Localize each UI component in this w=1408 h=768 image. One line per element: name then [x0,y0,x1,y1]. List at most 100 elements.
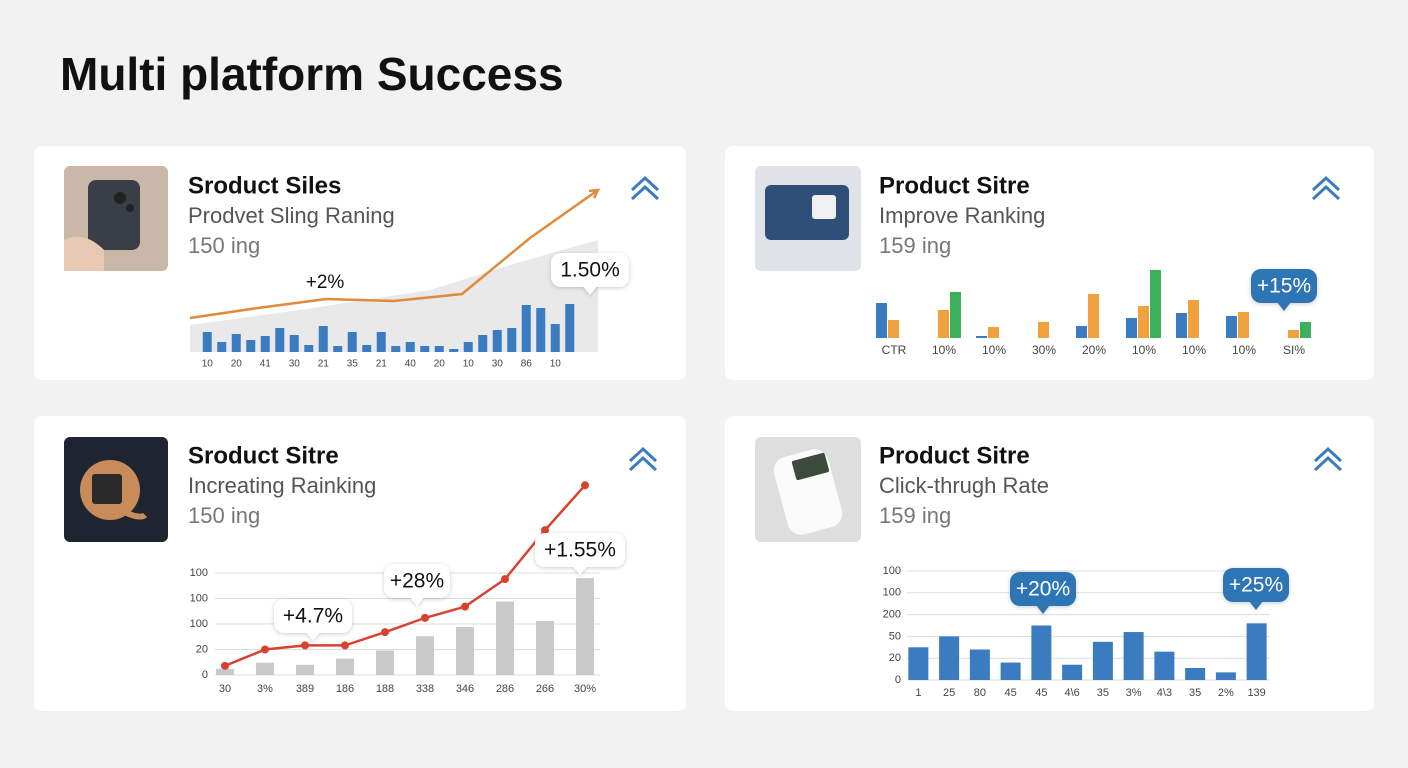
bar [550,324,560,352]
card-title: Sroduct Sitre [188,442,339,469]
line-point [301,641,309,650]
bar [416,636,434,675]
x-tick-label: 346 [456,683,474,695]
x-tick-label: 10% [1132,343,1156,357]
line-point [541,526,549,535]
x-tick-label: 10% [1182,343,1206,357]
callout-pointer [306,632,320,641]
bar [1154,651,1175,680]
y-tick-label: 0 [202,669,208,681]
bar [463,342,473,352]
line-point [221,661,229,670]
y-tick-label: 100 [883,565,901,577]
expand-icon[interactable] [628,446,658,472]
y-tick-label: 100 [190,567,208,579]
bar [1215,672,1236,680]
x-tick-label: 35 [347,359,359,370]
line-point [381,628,389,637]
expand-icon[interactable] [1313,446,1343,472]
line-point [341,641,349,650]
bar [1076,326,1087,338]
callout [384,564,450,606]
x-tick-label: 389 [296,683,314,695]
x-tick-label: 3% [1126,687,1142,699]
bar [1185,668,1206,680]
x-tick-label: 45 [1035,687,1047,699]
callout-box [535,533,625,567]
bar [202,332,212,352]
bar [507,328,517,352]
x-tick-label: 4\6 [1064,687,1079,699]
y-tick-label: 0 [895,674,901,686]
y-tick-label: 100 [190,618,208,630]
x-tick-label: 4\3 [1157,687,1172,699]
x-tick-label: CTR [882,343,907,357]
x-tick-label: 21 [318,359,330,370]
x-tick-label: 20 [231,359,243,370]
card-subtitle: Click-thrugh Rate [879,473,1049,498]
y-tick-label: 100 [190,592,208,604]
callout-box [1223,568,1289,602]
callout-pointer [583,286,597,295]
bar [1246,623,1267,680]
y-tick-label: 200 [883,609,901,621]
x-tick-label: 45 [1005,687,1017,699]
card-subtitle: Increating Rainking [188,473,376,498]
bar [231,334,241,352]
bar [1138,306,1149,338]
bar [908,647,929,680]
x-tick-label: 139 [1247,687,1265,699]
bar [1126,318,1137,338]
bar [1092,641,1113,680]
expand-icon[interactable] [1311,175,1341,201]
bar [246,340,256,352]
bar [950,292,961,338]
callout [1223,568,1289,610]
card-subtitle: Prodvet Sling Raning [188,203,395,228]
x-tick-label: 41 [260,359,272,370]
card-title: Product Sitre [879,442,1030,469]
card-metric: 150 ing [188,503,260,528]
card-title: Product Sitre [879,172,1030,199]
card-subtitle: Improve Ranking [879,203,1045,228]
callout-label: +15% [1257,275,1311,298]
bar [1288,330,1299,338]
line-point [581,481,589,490]
callout-pointer [1249,601,1263,610]
line-point [501,575,509,584]
bar [420,346,430,352]
x-tick-label: 10 [463,359,475,370]
callout-label: 1.50% [560,259,620,282]
bar [376,650,394,675]
bar [576,578,594,675]
callout [1010,572,1076,614]
bar [405,342,415,352]
callout-label: +1.55% [544,539,616,562]
page-title: Multi platform Success [60,48,564,100]
bar [260,336,270,352]
x-tick-label: 21 [376,359,388,370]
y-tick-label: 50 [889,630,901,642]
card-title: Sroduct Siles [188,172,341,199]
x-tick-label: 186 [336,683,354,695]
x-tick-label: 30 [219,683,231,695]
area-background [190,240,598,352]
bar [1031,625,1052,680]
card-metric: 159 ing [879,233,951,258]
bar [318,326,328,352]
line-point [421,613,429,622]
bar [304,345,314,352]
bar [456,627,474,675]
x-tick-label: 30 [289,359,301,370]
bar [988,327,999,338]
callout [551,253,629,295]
bar [976,336,987,338]
thumbnail [755,166,861,271]
bar [336,658,354,675]
bar [296,664,314,675]
y-tick-label: 100 [883,587,901,599]
bar [256,662,274,675]
bar [565,304,575,352]
expand-icon[interactable] [630,175,660,201]
